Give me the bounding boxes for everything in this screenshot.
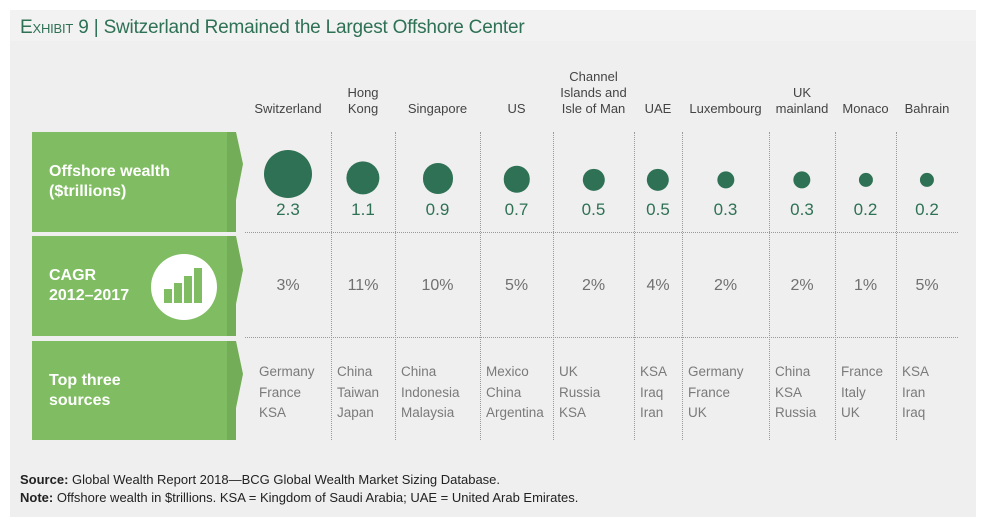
- column-divider: [480, 132, 481, 440]
- top-sources-list: China KSA Russia: [775, 364, 817, 420]
- column-header: UAE: [644, 101, 672, 116]
- wealth-value: 0.3: [790, 200, 814, 219]
- wealth-bubble: [793, 171, 811, 189]
- row-label-offshore-wealth: Offshore wealth ($trillions): [32, 132, 236, 232]
- cagr-value: 4%: [646, 277, 670, 294]
- row-divider: [245, 337, 958, 338]
- exhibit-number: Exhibit 9: [20, 17, 89, 38]
- note-label: Note:: [20, 490, 54, 505]
- source-label: Source:: [20, 472, 69, 487]
- column-header: Switzerland: [254, 101, 322, 116]
- top-sources-list: UK Russia KSA: [559, 364, 601, 420]
- wealth-value: 0.5: [581, 200, 606, 219]
- footer: Source: Global Wealth Report 2018—BCG Gl…: [20, 471, 578, 507]
- title-separator: |: [93, 17, 99, 38]
- column-header: US: [507, 101, 526, 116]
- wealth-bubble: [422, 163, 453, 194]
- wealth-value: 0.5: [646, 200, 670, 219]
- column-header: Luxembourg: [689, 101, 762, 116]
- wealth-bubble: [858, 172, 873, 188]
- cagr-value: 2%: [790, 277, 814, 294]
- top-sources-label: Top three sources: [49, 372, 121, 409]
- wealth-value: 0.2: [853, 200, 878, 219]
- column-divider: [769, 132, 770, 440]
- cagr-value: 1%: [853, 277, 878, 294]
- top-sources-list: China Taiwan Japan: [337, 364, 380, 420]
- row-label-top-sources: Top three sources: [32, 341, 236, 440]
- note-text: Offshore wealth in $trillions. KSA = Kin…: [53, 490, 579, 505]
- top-sources-list: Germany France KSA: [259, 364, 315, 420]
- wealth-value: 1.1: [351, 200, 375, 219]
- cagr-value: 5%: [504, 277, 529, 294]
- column-header: Hong Kong: [347, 85, 379, 116]
- wealth-value: 0.7: [504, 200, 529, 219]
- top-sources-list: KSA Iraq Iran: [640, 364, 668, 420]
- column-divider: [896, 132, 897, 440]
- source-note: Source: Global Wealth Report 2018—BCG Gl…: [20, 471, 578, 489]
- cagr-value: 3%: [276, 277, 300, 294]
- wealth-value: 0.2: [915, 200, 939, 219]
- offshore-wealth-label: Offshore wealth ($trillions): [49, 163, 170, 200]
- column-divider: [835, 132, 836, 440]
- wealth-value: 0.9: [425, 200, 450, 219]
- source-text: Global Wealth Report 2018—BCG Global Wea…: [68, 472, 501, 487]
- title-band: [10, 10, 976, 41]
- column-header: Channel Islands and Isle of Man: [560, 69, 627, 116]
- top-sources-list: Germany France UK: [688, 364, 744, 420]
- column-divider: [682, 132, 683, 440]
- cagr-value: 11%: [347, 277, 379, 294]
- note: Note: Offshore wealth in $trillions. KSA…: [20, 489, 578, 507]
- top-sources-list: China Indonesia Malaysia: [401, 364, 460, 420]
- column-header: Singapore: [407, 101, 468, 116]
- column-divider: [395, 132, 396, 440]
- column-header: Bahrain: [904, 101, 950, 116]
- wealth-value: 2.3: [276, 200, 300, 219]
- wealth-bubble: [919, 172, 935, 188]
- column-divider: [331, 132, 332, 440]
- wealth-bubble: [716, 171, 735, 189]
- cagr-value: 10%: [421, 277, 454, 294]
- wealth-value: 0.3: [713, 200, 738, 219]
- column-divider: [553, 132, 554, 440]
- top-sources-list: KSA Iran Iraq: [902, 364, 930, 420]
- wealth-bubble: [346, 161, 380, 195]
- top-sources-list: France Italy UK: [841, 364, 884, 420]
- wealth-bubble: [582, 168, 605, 192]
- cagr-value: 2%: [713, 277, 738, 294]
- column-header: Monaco: [842, 101, 889, 116]
- cagr-value: 2%: [581, 277, 606, 294]
- bar-chart-icon: [151, 254, 217, 320]
- wealth-bubble: [264, 150, 312, 198]
- row-label-cagr: CAGR 2012–2017: [32, 236, 236, 336]
- column-divider: [634, 132, 635, 440]
- column-header: UK mainland: [775, 85, 829, 116]
- cagr-label: CAGR 2012–2017: [49, 267, 130, 304]
- top-sources-list: Mexico China Argentina: [486, 364, 544, 420]
- cagr-value: 5%: [915, 277, 939, 294]
- exhibit-title: Exhibit 9 | Switzerland Remained the Lar…: [20, 17, 525, 39]
- title-text: Switzerland Remained the Largest Offshor…: [103, 17, 525, 38]
- row-divider: [245, 232, 958, 233]
- wealth-bubble: [646, 168, 670, 192]
- wealth-bubble: [503, 166, 530, 193]
